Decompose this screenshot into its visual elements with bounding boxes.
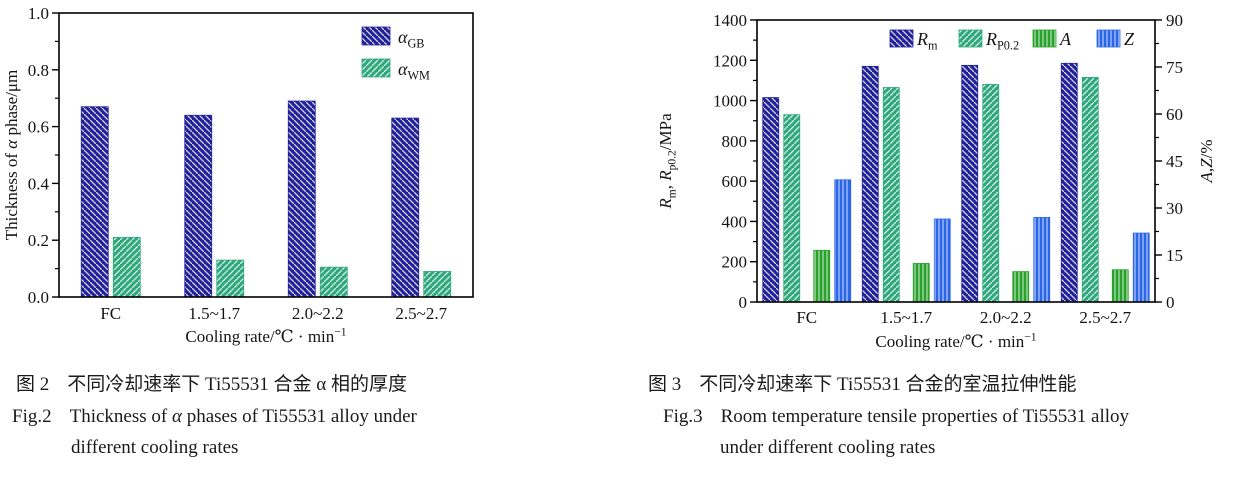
legend-swatch-alpha-WM <box>361 58 391 78</box>
legend-swatch-Z <box>1096 29 1121 48</box>
fig2-caption-en-line2: different cooling rates <box>71 437 239 458</box>
bar-Rp0.2-2.0~2.2 <box>982 84 1000 303</box>
fig3-caption-en-line2: under different cooling rates <box>720 437 936 458</box>
fig3-left-ytick-label: 400 <box>722 212 748 231</box>
fig3-right-ytick-label: 30 <box>1166 199 1183 218</box>
bar-A-1.5~1.7 <box>912 263 930 303</box>
bar-Z-2.0~2.2 <box>1033 216 1051 303</box>
legend-label-alpha-WM: αWM <box>398 59 430 83</box>
fig2-yaxis-label: Thickness of α phase/μm <box>2 70 21 241</box>
legend-label-Rm: Rm <box>916 29 938 53</box>
bar-alpha-WM-2.0~2.2 <box>319 266 348 298</box>
fig3-right-ytick-label: 45 <box>1166 152 1183 171</box>
legend-swatch-Rm <box>889 29 914 48</box>
fig3-caption-en-line1: Fig.3 Room temperature tensile properties… <box>663 406 1240 428</box>
bar-Rm-2.5~2.7 <box>1060 62 1078 303</box>
legend-swatch-alpha-GB <box>361 26 391 46</box>
fig2-zh-label: 图 2 <box>16 374 50 395</box>
fig2-ytick-label: 0.8 <box>28 61 49 80</box>
bar-alpha-WM-2.5~2.7 <box>423 271 452 298</box>
fig2-caption-en-line1: Fig.2 Thickness of α phases of Ti55531 al… <box>12 406 620 428</box>
legend-label-Rp0.2: RP0.2 <box>985 29 1019 53</box>
legend-label-Z: Z <box>1124 29 1135 49</box>
fig3-category-label: 2.5~2.7 <box>1079 308 1131 327</box>
fig3-right-ytick-label: 0 <box>1166 293 1175 312</box>
fig3-category-label: 1.5~1.7 <box>880 308 932 327</box>
bar-Rp0.2-2.5~2.7 <box>1081 77 1099 303</box>
fig2-xaxis-label: Cooling rate/℃ · min−1 <box>185 326 346 346</box>
fig3-left-ytick-label: 200 <box>722 253 748 272</box>
figure-3: 0 200 400 600 800 1000 1200 1400 0 15 30 45 60 75 90 FC… <box>620 0 1240 480</box>
fig3-captions: 图 3 不同冷却速率下 Ti55531 合金的室温拉伸性能 Fig.3 Room t… <box>620 369 1240 459</box>
bar-Rm-1.5~1.7 <box>861 65 879 303</box>
bar-alpha-GB-1.5~1.7 <box>184 114 213 298</box>
fig2-category-label: 2.5~2.7 <box>395 304 447 323</box>
fig2-zh-text: 不同冷却速率下 Ti55531 合金 α 相的厚度 <box>67 374 407 395</box>
legend-swatch-Rp0.2 <box>958 29 983 48</box>
fig3-category-label: 2.0~2.2 <box>980 308 1032 327</box>
fig3-en-label: Fig.3 <box>663 406 703 427</box>
fig3-left-ytick-label: 800 <box>722 132 748 151</box>
fig3-zh-text: 不同冷却速率下 Ti55531 合金的室温拉伸性能 <box>699 374 1077 395</box>
fig3-left-ytick-label: 1000 <box>713 92 747 111</box>
fig2-ytick-label: 1.0 <box>28 4 49 23</box>
fig2-ytick-label: 0.6 <box>28 118 49 137</box>
fig3-left-ytick-label: 600 <box>722 172 748 191</box>
fig2-category-label: FC <box>100 304 121 323</box>
fig3-right-ytick-label: 90 <box>1166 11 1183 30</box>
fig3-left-ytick-label: 0 <box>739 293 748 312</box>
bar-Rp0.2-FC <box>783 114 801 303</box>
fig3-right-ytick-label: 15 <box>1166 246 1183 265</box>
legend-label-A: A <box>1059 29 1072 49</box>
bar-Z-FC <box>834 179 852 303</box>
fig3-en-text: Room temperature tensile properties of T… <box>720 406 1130 427</box>
fig3-category-label: FC <box>796 308 817 327</box>
fig2-category-label: 2.0~2.2 <box>292 304 344 323</box>
fig3-left-yaxis-label: Rm, Rp0.2/MPa <box>656 113 678 210</box>
fig2-ytick-label: 0.4 <box>28 174 50 193</box>
fig2-en-text: Thickness of α phases of Ti55531 alloy u… <box>69 406 417 427</box>
fig2-caption-zh: 图 2 不同冷却速率下 Ti55531 合金 α 相的厚度 <box>16 369 620 396</box>
fig3-xaxis-label: Cooling rate/℃ · min−1 <box>875 331 1036 351</box>
fig3-left-ytick-label: 1200 <box>713 51 747 70</box>
fig3-caption-zh: 图 3 不同冷却速率下 Ti55531 合金的室温拉伸性能 <box>648 369 1240 396</box>
fig2-bar-chart: 0.0 0.2 0.4 0.6 0.8 1.0 FC 1.5~1.7 2.0~2.2 2.5~2.… <box>2 4 474 346</box>
fig2-category-label: 1.5~1.7 <box>188 304 240 323</box>
bar-A-2.5~2.7 <box>1111 269 1129 303</box>
legend-swatch-A <box>1032 29 1057 48</box>
bar-Rm-2.0~2.2 <box>961 64 979 303</box>
bar-Z-1.5~1.7 <box>933 218 951 303</box>
bar-alpha-GB-2.0~2.2 <box>287 100 316 298</box>
bar-Z-2.5~2.7 <box>1132 232 1150 303</box>
bar-A-FC <box>813 249 831 303</box>
fig2-captions: 图 2 不同冷却速率下 Ti55531 合金 α 相的厚度 Fig.2 Thickn… <box>0 369 620 459</box>
bar-alpha-WM-1.5~1.7 <box>216 259 245 298</box>
fig2-ytick-label: 0.2 <box>28 231 49 250</box>
figure-2: 0.0 0.2 0.4 0.6 0.8 1.0 FC 1.5~1.7 2.0~2.2 2.5~2.… <box>0 4 620 459</box>
fig3-right-ytick-label: 75 <box>1166 58 1183 77</box>
fig2-en-label: Fig.2 <box>12 406 52 427</box>
fig3-right-ytick-label: 60 <box>1166 105 1183 124</box>
bar-A-2.0~2.2 <box>1012 271 1030 303</box>
fig3-left-ytick-label: 1400 <box>713 11 747 30</box>
bar-Rp0.2-1.5~1.7 <box>882 87 900 303</box>
fig3-zh-label: 图 3 <box>648 374 682 395</box>
bar-Rm-FC <box>762 97 780 303</box>
legend-label-alpha-GB: αGB <box>398 27 424 51</box>
bar-alpha-GB-FC <box>80 106 109 298</box>
fig2-ytick-label: 0.0 <box>28 288 49 307</box>
bar-alpha-GB-2.5~2.7 <box>391 117 420 298</box>
bar-alpha-WM-FC <box>112 236 141 298</box>
fig3-right-yaxis-label: A,Z/% <box>1197 140 1216 184</box>
fig3-bar-chart: 0 200 400 600 800 1000 1200 1400 0 15 30 45 60 75 90 FC… <box>656 11 1216 351</box>
